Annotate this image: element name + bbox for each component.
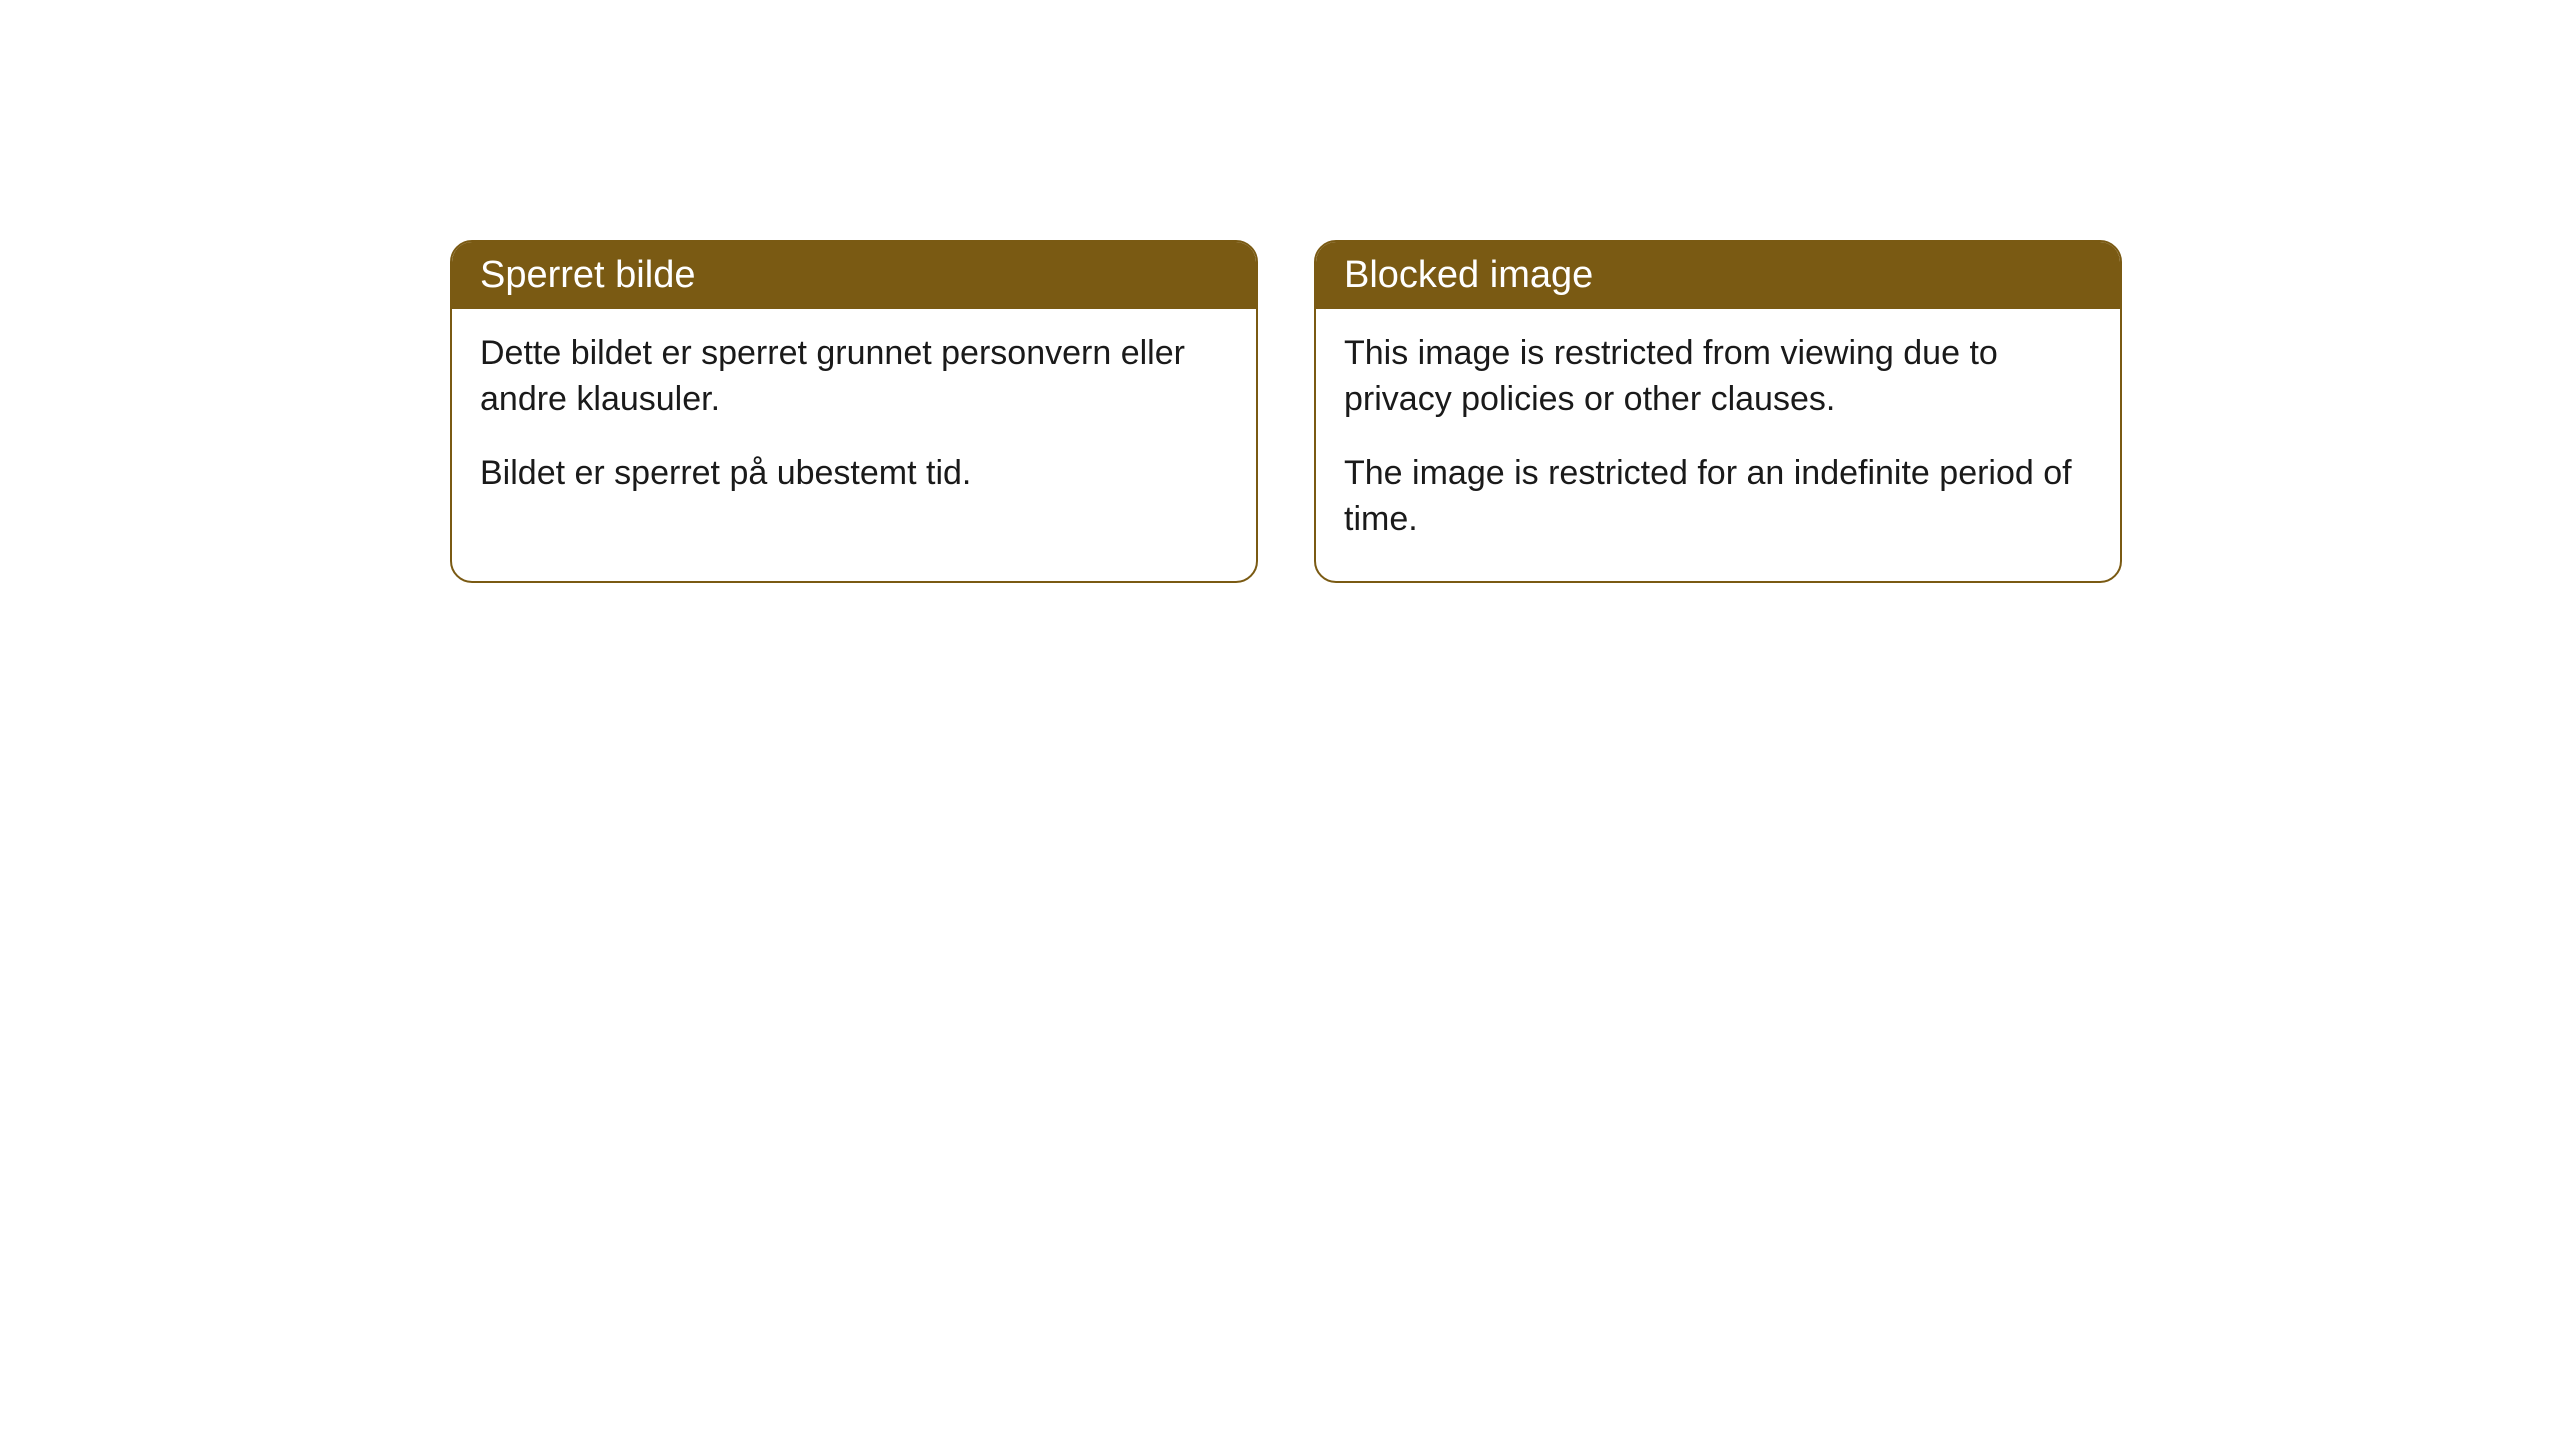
notice-paragraph: Bildet er sperret på ubestemt tid. <box>480 451 1228 497</box>
card-title: Sperret bilde <box>480 254 695 296</box>
card-body: This image is restricted from viewing du… <box>1316 309 2120 581</box>
card-title: Blocked image <box>1344 254 1593 296</box>
notice-paragraph: Dette bildet er sperret grunnet personve… <box>480 331 1228 423</box>
notice-cards-container: Sperret bilde Dette bildet er sperret gr… <box>450 240 2122 583</box>
card-header: Sperret bilde <box>452 242 1256 309</box>
notice-card-norwegian: Sperret bilde Dette bildet er sperret gr… <box>450 240 1258 583</box>
notice-paragraph: The image is restricted for an indefinit… <box>1344 451 2092 543</box>
card-header: Blocked image <box>1316 242 2120 309</box>
notice-card-english: Blocked image This image is restricted f… <box>1314 240 2122 583</box>
card-body: Dette bildet er sperret grunnet personve… <box>452 309 1256 535</box>
notice-paragraph: This image is restricted from viewing du… <box>1344 331 2092 423</box>
